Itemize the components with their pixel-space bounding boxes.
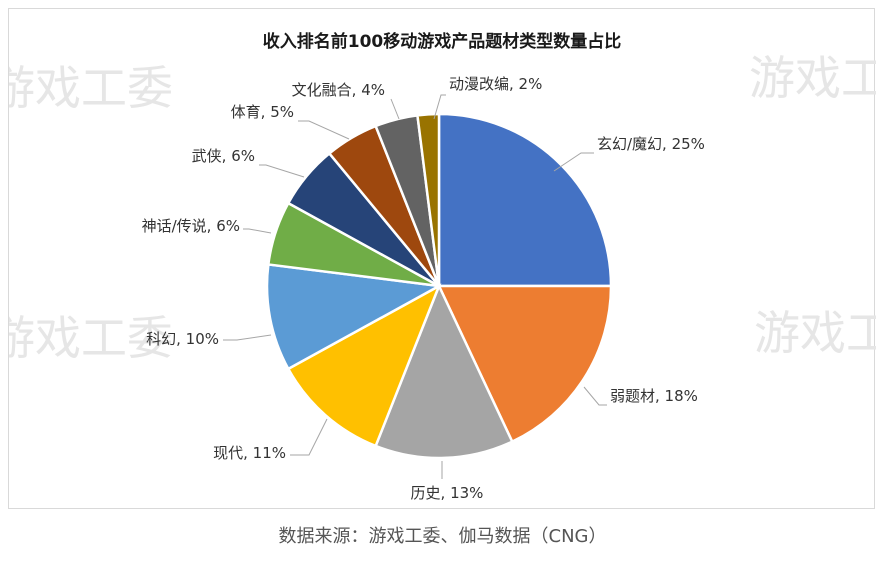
pie-slice: [437, 284, 613, 444]
leader-line: [259, 164, 305, 178]
leader-line: [433, 94, 446, 120]
leader-line: [290, 418, 328, 456]
watermark-text: 游戏工委: [749, 51, 876, 105]
leader-line: [583, 386, 607, 406]
slice-label: 弱题材, 18%: [610, 387, 698, 405]
leader-lines: [223, 94, 607, 479]
slice-label: 神话/传说, 6%: [142, 217, 240, 235]
pie-slices: [265, 112, 613, 460]
watermark-text: 游戏工委: [754, 306, 876, 360]
watermark-text: 游戏工委: [9, 61, 173, 115]
leader-line: [243, 228, 272, 234]
slice-label: 科幻, 10%: [146, 330, 219, 348]
slice-label: 体育, 5%: [231, 103, 294, 121]
leader-line: [553, 152, 594, 172]
pie-slice: [416, 112, 441, 287]
chart-frame: 游戏工委游戏工委游戏工委游戏工委游戏工委 收入排名前100移动游戏产品题材类型数…: [8, 8, 876, 509]
pie-slice: [437, 112, 613, 288]
slice-label: 动漫改编, 2%: [449, 75, 542, 93]
slice-label: 历史, 13%: [411, 484, 484, 502]
slice-label: 武侠, 6%: [192, 147, 255, 165]
pie-slice: [286, 283, 442, 448]
leader-line: [298, 120, 350, 140]
pie-slice: [374, 282, 514, 460]
pie-slice: [265, 263, 443, 371]
source-note: 数据来源：游戏工委、伽马数据（CNG）: [278, 526, 607, 547]
chart-title: 收入排名前100移动游戏产品题材类型数量占比: [263, 31, 622, 52]
leader-line: [390, 98, 400, 120]
slice-labels: 玄幻/魔幻, 25% 弱题材, 18% 历史, 13% 现代, 11% 科幻, 10% 神…: [142, 75, 705, 502]
pie-chart: 游戏工委游戏工委游戏工委游戏工委游戏工委 收入排名前100移动游戏产品题材类型数…: [9, 31, 876, 502]
leader-line: [223, 334, 272, 341]
slice-label: 玄幻/魔幻, 25%: [597, 135, 705, 153]
slice-label: 现代, 11%: [213, 444, 286, 462]
slice-label: 文化融合, 4%: [292, 81, 385, 99]
watermark-text: 游戏工委: [9, 311, 173, 365]
